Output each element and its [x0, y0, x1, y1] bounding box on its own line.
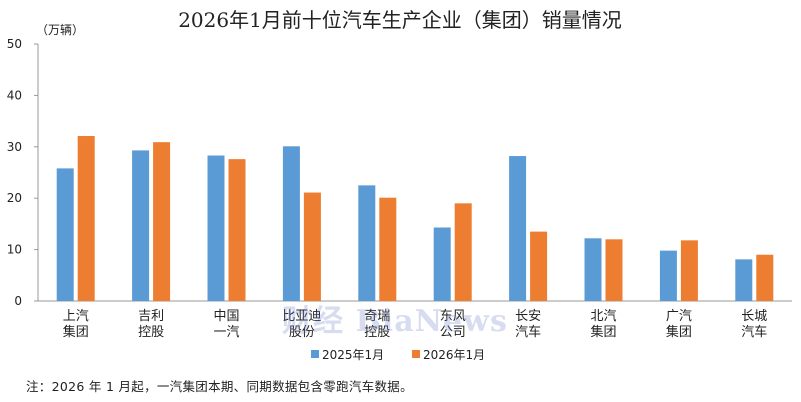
bar-y2025-7: [584, 238, 602, 301]
bar-y2026-1: [153, 142, 171, 301]
x-tick-label: 汽车: [741, 324, 767, 340]
y-tick-label: 50: [7, 37, 22, 51]
bars-group: [56, 136, 774, 301]
legend-label: 2025年1月: [322, 348, 384, 362]
bar-y2025-3: [282, 146, 300, 301]
bar-y2026-5: [454, 203, 472, 301]
x-tick-label: 奇瑞: [364, 308, 390, 324]
x-tick-label: 北汽: [590, 309, 616, 324]
x-tick-label: 吉利: [138, 309, 164, 324]
x-tick-label: 集团: [666, 324, 692, 340]
legend-label: 2026年1月: [423, 348, 485, 362]
bar-y2025-2: [207, 155, 225, 301]
x-tick-label: 长安: [515, 309, 541, 324]
bar-y2026-9: [756, 254, 774, 301]
y-tick-label: 0: [14, 294, 22, 308]
legend-swatch: [311, 350, 319, 358]
x-tick-label: 上汽: [63, 309, 89, 324]
x-tick-label: 控股: [364, 325, 390, 340]
legend-swatch: [412, 350, 420, 358]
x-tick-label: 中国: [213, 309, 239, 324]
legend: 2025年1月 2026年1月: [311, 348, 485, 362]
x-tick-label: 集团: [63, 324, 89, 340]
x-tick-label: 汽车: [515, 324, 541, 340]
bar-y2026-8: [680, 240, 698, 301]
bar-y2026-6: [530, 231, 548, 301]
y-tick-label: 10: [7, 243, 22, 257]
x-tick-label: 集团: [590, 324, 616, 340]
bar-y2025-1: [132, 150, 150, 301]
bar-y2026-4: [379, 197, 397, 301]
y-tick-label: 20: [7, 191, 22, 205]
x-tick-label: 长城: [741, 309, 767, 324]
x-tick-label: 公司: [440, 325, 466, 340]
x-tick-label: 股份: [289, 325, 315, 340]
y-axis-ticks: 0 10 20 30 40 50: [7, 37, 38, 308]
x-tick-label: 控股: [138, 325, 164, 340]
footnote: 注：2026 年 1 月起，一汽集团本期、同期数据包含零跑汽车数据。: [26, 379, 413, 394]
bar-y2026-7: [605, 239, 623, 301]
chart-title: 2026年1月前十位汽车生产企业（集团）销量情况: [178, 8, 622, 32]
y-tick-label: 30: [7, 140, 22, 154]
bar-y2025-5: [433, 227, 451, 301]
y-axis-unit: （万辆）: [36, 23, 84, 37]
bar-y2025-6: [509, 156, 527, 301]
x-tick-label: 一汽: [213, 325, 239, 340]
bar-y2026-3: [303, 192, 321, 301]
bar-y2025-8: [659, 250, 677, 301]
y-tick-label: 40: [7, 88, 22, 102]
bar-y2025-9: [735, 259, 753, 301]
watermark: 财经 BiaNews: [282, 304, 508, 339]
bar-y2025-0: [56, 168, 74, 301]
x-tick-label: 东风: [440, 309, 466, 324]
bar-y2026-2: [228, 159, 246, 301]
bar-y2025-4: [358, 185, 376, 301]
x-tick-label: 广汽: [666, 309, 692, 324]
x-tick-label: 比亚迪: [282, 309, 321, 324]
bar-y2026-0: [77, 136, 95, 301]
x-axis-labels: 上汽集团吉利控股中国一汽比亚迪股份奇瑞控股东风公司长安汽车北汽集团广汽集团长城汽…: [63, 308, 768, 340]
